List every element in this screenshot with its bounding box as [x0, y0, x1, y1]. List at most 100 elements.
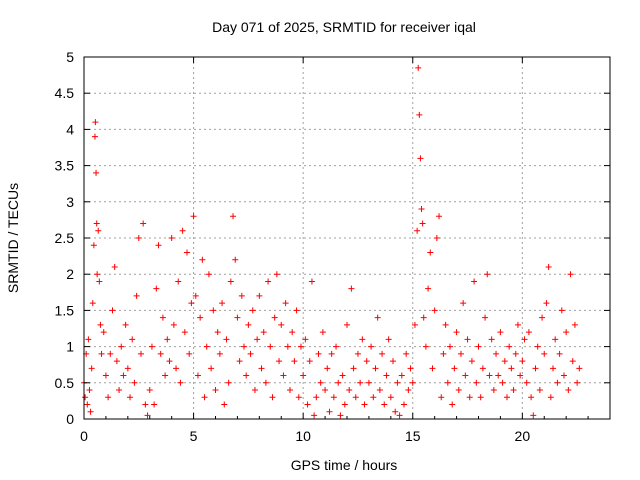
- data-point: [311, 412, 318, 419]
- data-point: [523, 379, 530, 386]
- x-tick-label: 0: [80, 428, 88, 444]
- data-point: [419, 220, 426, 227]
- data-point: [506, 343, 513, 350]
- y-tick-label: 2: [66, 266, 74, 282]
- data-point: [313, 394, 320, 401]
- data-point: [208, 365, 215, 372]
- data-point: [411, 321, 418, 328]
- data-point: [151, 401, 158, 408]
- data-point: [510, 387, 517, 394]
- data-point: [302, 336, 309, 343]
- data-point: [576, 365, 583, 372]
- data-point: [407, 365, 414, 372]
- data-point: [455, 387, 462, 394]
- data-point: [477, 394, 484, 401]
- y-tick-label: 2.5: [55, 230, 75, 246]
- data-point: [479, 365, 486, 372]
- data-point: [501, 358, 508, 365]
- data-point: [107, 350, 114, 357]
- y-tick-label: 1: [66, 339, 74, 355]
- data-point: [365, 379, 372, 386]
- data-point: [87, 408, 94, 415]
- data-point: [383, 372, 390, 379]
- data-point: [372, 365, 379, 372]
- data-point: [306, 358, 313, 365]
- data-point: [105, 394, 112, 401]
- data-point: [350, 365, 357, 372]
- data-point: [554, 379, 561, 386]
- data-point: [335, 379, 342, 386]
- data-point: [357, 379, 364, 386]
- data-point: [453, 329, 460, 336]
- y-tick-label: 3: [66, 194, 74, 210]
- data-point: [236, 358, 243, 365]
- data-point: [534, 343, 541, 350]
- data-point: [162, 372, 169, 379]
- data-point: [333, 343, 340, 350]
- data-point: [124, 365, 131, 372]
- data-point: [390, 358, 397, 365]
- data-point: [475, 343, 482, 350]
- data-point: [525, 329, 532, 336]
- data-point: [512, 350, 519, 357]
- data-point: [370, 394, 377, 401]
- data-point: [398, 372, 405, 379]
- data-point: [493, 350, 500, 357]
- data-point: [109, 307, 116, 314]
- data-point: [503, 394, 510, 401]
- y-tick-label: 5: [66, 49, 74, 65]
- data-point: [249, 307, 256, 314]
- data-point: [530, 412, 537, 419]
- data-point: [243, 372, 250, 379]
- data-point: [565, 387, 572, 394]
- data-point: [170, 321, 177, 328]
- data-point: [278, 321, 285, 328]
- data-point: [392, 408, 399, 415]
- data-point: [339, 372, 346, 379]
- data-point: [262, 379, 269, 386]
- data-point: [201, 394, 208, 401]
- data-point: [415, 64, 422, 71]
- data-point: [223, 336, 230, 343]
- data-point: [420, 314, 427, 321]
- data-point: [447, 343, 454, 350]
- data-point: [113, 358, 120, 365]
- data-point: [289, 329, 296, 336]
- data-point: [488, 336, 495, 343]
- data-point: [484, 271, 491, 278]
- data-point: [460, 300, 467, 307]
- data-point: [497, 329, 504, 336]
- data-point: [490, 387, 497, 394]
- data-point: [276, 358, 283, 365]
- data-point: [348, 285, 355, 292]
- axis-ticks: 0 0.5 1 1.5 2 2.5 3 3.5 4 4.5 5 0 5 10 15 20: [55, 49, 610, 444]
- data-point: [177, 379, 184, 386]
- data-point: [131, 379, 138, 386]
- data-point: [354, 350, 361, 357]
- data-point: [282, 300, 289, 307]
- data-point: [116, 387, 123, 394]
- data-points: [81, 64, 583, 419]
- data-point: [203, 343, 210, 350]
- data-point: [433, 235, 440, 241]
- x-tick-label: 10: [295, 428, 311, 444]
- data-point: [159, 314, 166, 321]
- data-point: [155, 242, 162, 249]
- data-point: [153, 285, 160, 292]
- data-point: [482, 314, 489, 321]
- data-point: [319, 329, 326, 336]
- data-point: [269, 394, 276, 401]
- data-point: [287, 387, 294, 394]
- x-axis-label: GPS time / hours: [291, 457, 398, 473]
- data-point: [324, 365, 331, 372]
- data-point: [451, 365, 458, 372]
- data-point: [550, 365, 557, 372]
- data-point: [267, 343, 274, 350]
- data-point: [89, 300, 96, 307]
- y-tick-label: 4: [66, 121, 74, 137]
- data-point: [192, 292, 199, 299]
- data-point: [219, 300, 226, 307]
- data-point: [85, 336, 92, 343]
